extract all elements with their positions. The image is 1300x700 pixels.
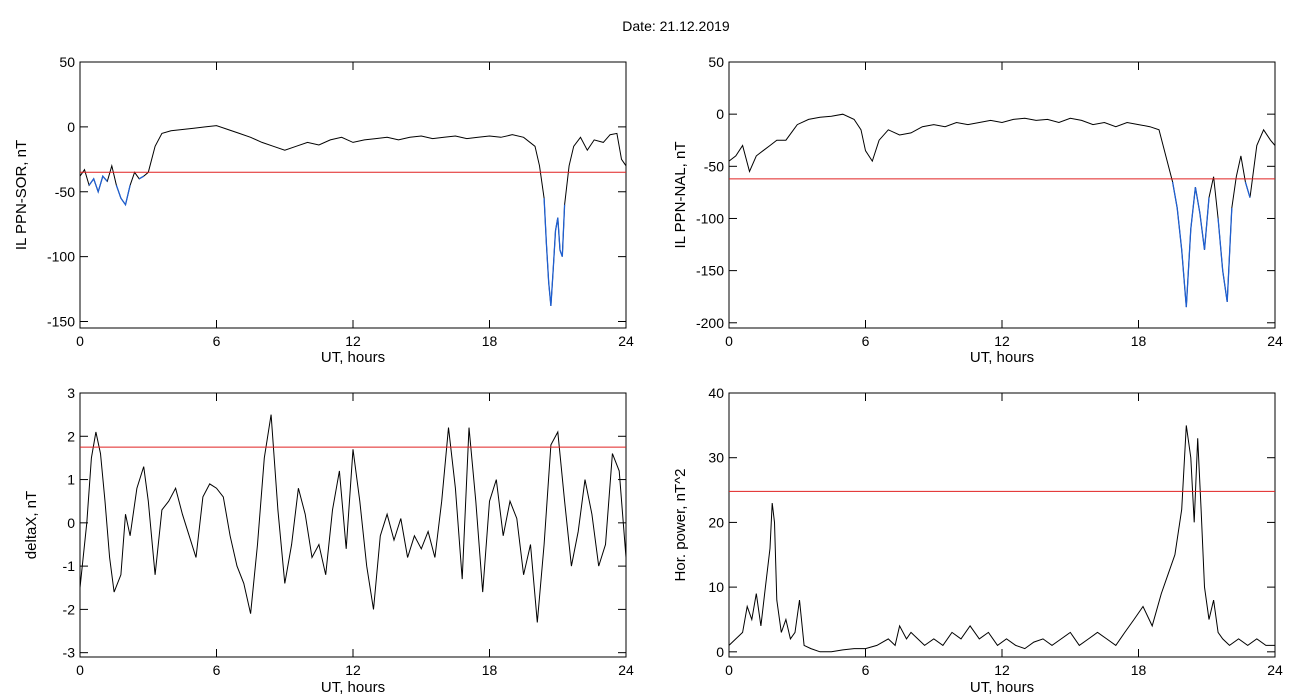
xtick-label-deltax-4: 24	[618, 662, 634, 678]
ytick-label-il-sor-4: -150	[47, 314, 75, 330]
xtick-label-deltax-0: 0	[76, 662, 84, 678]
ytick-label-deltax-2: 1	[67, 472, 75, 488]
panel-deltax: 0 6 12 18 24 3 2 1 0 -1 -2 -3 deltaX, nT UT, hours	[23, 385, 634, 696]
ytick-label-il-sor-0: 50	[59, 54, 75, 70]
ytick-label-il-sor-2: -50	[55, 184, 75, 200]
ytick-label-deltax-4: -1	[63, 558, 76, 574]
plot-area-il-nal: 0 6 12 18 24 50 0 -50 -100 -150 -200	[696, 54, 1283, 349]
ytick-label-hor-power-3: 10	[708, 579, 724, 595]
xtick-label-hor-power-0: 0	[725, 662, 733, 678]
plot-frame-il-nal	[728, 61, 1276, 329]
page-title: Date: 21.12.2019	[622, 18, 730, 34]
panel-hor-power: 0 6 12 18 24 40 30 20 10 0 Hor. power, nT^2 UT, h…	[672, 385, 1283, 696]
xtick-label-hor-power-3: 18	[1131, 662, 1147, 678]
plot-frame-deltax	[79, 392, 627, 658]
xlabel-deltax: UT, hours	[321, 679, 385, 696]
series-line-deltax-0	[79, 414, 627, 623]
xtick-label-il-nal-4: 24	[1267, 333, 1283, 349]
ytick-label-hor-power-4: 0	[716, 644, 724, 660]
ytick-label-il-nal-4: -150	[696, 263, 724, 279]
ylabel-il-nal: IL PPN-NAL, nT	[672, 142, 689, 249]
ylabel-hor-power: Hor. power, nT^2	[672, 469, 689, 582]
xlabel-il-nal: UT, hours	[970, 349, 1034, 366]
ylabel-deltax: deltaX, nT	[23, 491, 40, 559]
xtick-label-deltax-1: 6	[213, 662, 221, 678]
xtick-label-hor-power-4: 24	[1267, 662, 1283, 678]
event-segment-il-sor-3	[138, 175, 145, 180]
ytick-label-hor-power-2: 20	[708, 514, 724, 530]
panel-il-sor: 0 6 12 18 24 50 0 -50 -100 -150 IL PPN-SOR, nT UT…	[13, 54, 634, 366]
ytick-label-il-nal-1: 0	[716, 106, 724, 122]
xtick-label-il-sor-4: 24	[618, 333, 634, 349]
plot-area-il-sor: 0 6 12 18 24 50 0 -50 -100 -150	[47, 54, 634, 349]
xtick-label-il-sor-3: 18	[482, 333, 498, 349]
event-segment-il-sor-40	[543, 198, 566, 306]
ytick-label-il-sor-1: 0	[67, 119, 75, 135]
xtick-label-il-nal-0: 0	[725, 333, 733, 349]
series-line-hor-power-0	[728, 425, 1275, 653]
ytick-label-deltax-3: 0	[67, 515, 75, 531]
ytick-label-deltax-1: 2	[67, 428, 75, 444]
xtick-label-hor-power-1: 6	[862, 662, 870, 678]
ytick-label-deltax-5: -2	[63, 601, 76, 617]
event-segment-il-sor-2	[115, 185, 131, 207]
ytick-label-hor-power-1: 30	[708, 450, 724, 466]
event-segment-il-nal-45	[1171, 181, 1210, 308]
ytick-label-deltax-0: 3	[67, 385, 75, 401]
ytick-label-il-nal-0: 50	[708, 54, 724, 70]
ytick-label-il-sor-3: -100	[47, 249, 75, 265]
xtick-label-il-nal-2: 12	[994, 333, 1010, 349]
xlabel-il-sor: UT, hours	[321, 349, 385, 366]
series-line-il-sor-0	[79, 125, 627, 306]
event-segment-il-nal-46	[1217, 207, 1233, 302]
ytick-label-il-nal-3: -100	[696, 210, 724, 226]
plot-area-hor-power: 0 6 12 18 24 40 30 20 10 0	[708, 385, 1283, 678]
plot-frame-hor-power	[728, 392, 1276, 658]
event-segment-il-nal-48	[1244, 181, 1251, 198]
event-segment-il-sor-1	[88, 174, 108, 194]
xtick-label-il-sor-1: 6	[213, 333, 221, 349]
xtick-label-deltax-3: 18	[482, 662, 498, 678]
xtick-label-il-nal-3: 18	[1131, 333, 1147, 349]
xtick-label-il-sor-2: 12	[345, 333, 361, 349]
ytick-label-il-nal-2: -50	[704, 158, 724, 174]
ytick-label-deltax-6: -3	[63, 645, 76, 661]
plot-area-deltax: 0 6 12 18 24 3 2 1 0 -1 -2 -3	[63, 385, 634, 678]
panel-il-nal: 0 6 12 18 24 50 0 -50 -100 -150 -200 IL PPN-NAL, n…	[672, 54, 1283, 366]
xtick-label-il-sor-0: 0	[76, 333, 84, 349]
ytick-label-il-nal-5: -200	[696, 315, 724, 331]
xtick-label-il-nal-1: 6	[862, 333, 870, 349]
ytick-label-hor-power-0: 40	[708, 385, 724, 401]
xtick-label-hor-power-2: 12	[994, 662, 1010, 678]
xtick-label-deltax-2: 12	[345, 662, 361, 678]
xlabel-hor-power: UT, hours	[970, 679, 1034, 696]
ylabel-il-sor: IL PPN-SOR, nT	[13, 140, 30, 250]
